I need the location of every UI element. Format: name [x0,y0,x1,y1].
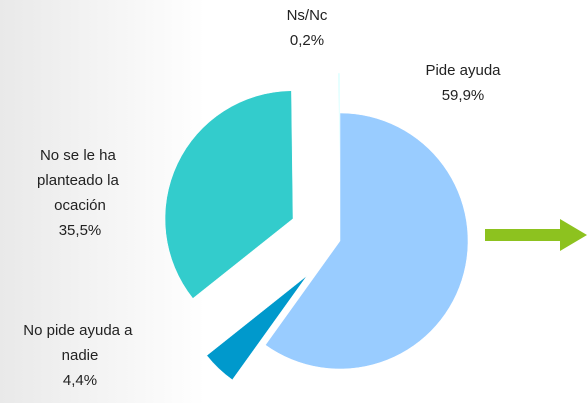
pie-slice [164,90,294,299]
value-label: 4,4% [63,372,97,389]
label-line: No se le ha [40,147,120,164]
label-line: ocación [54,197,106,214]
pie-slice [206,275,308,381]
label-line: planteado la [37,172,123,189]
label-line: Pide ayuda [425,62,501,79]
label-line: nadie [62,347,99,364]
pie-slice [337,72,340,202]
arrow [485,219,587,251]
slice-label: No pide ayuda a nadie [23,322,136,364]
label-line: Ns/Nc [287,7,328,24]
value-label: 0,2% [290,32,324,49]
value-label: 35,5% [59,222,102,239]
pie-slice [265,112,469,370]
slice-label: Pide ayuda [425,62,501,79]
label-line: No pide ayuda a [23,322,136,339]
slice-label: Ns/Nc [287,7,328,24]
slice-label: No se le ha planteado la ocación [37,147,123,214]
value-label: 59,9% [442,87,485,104]
